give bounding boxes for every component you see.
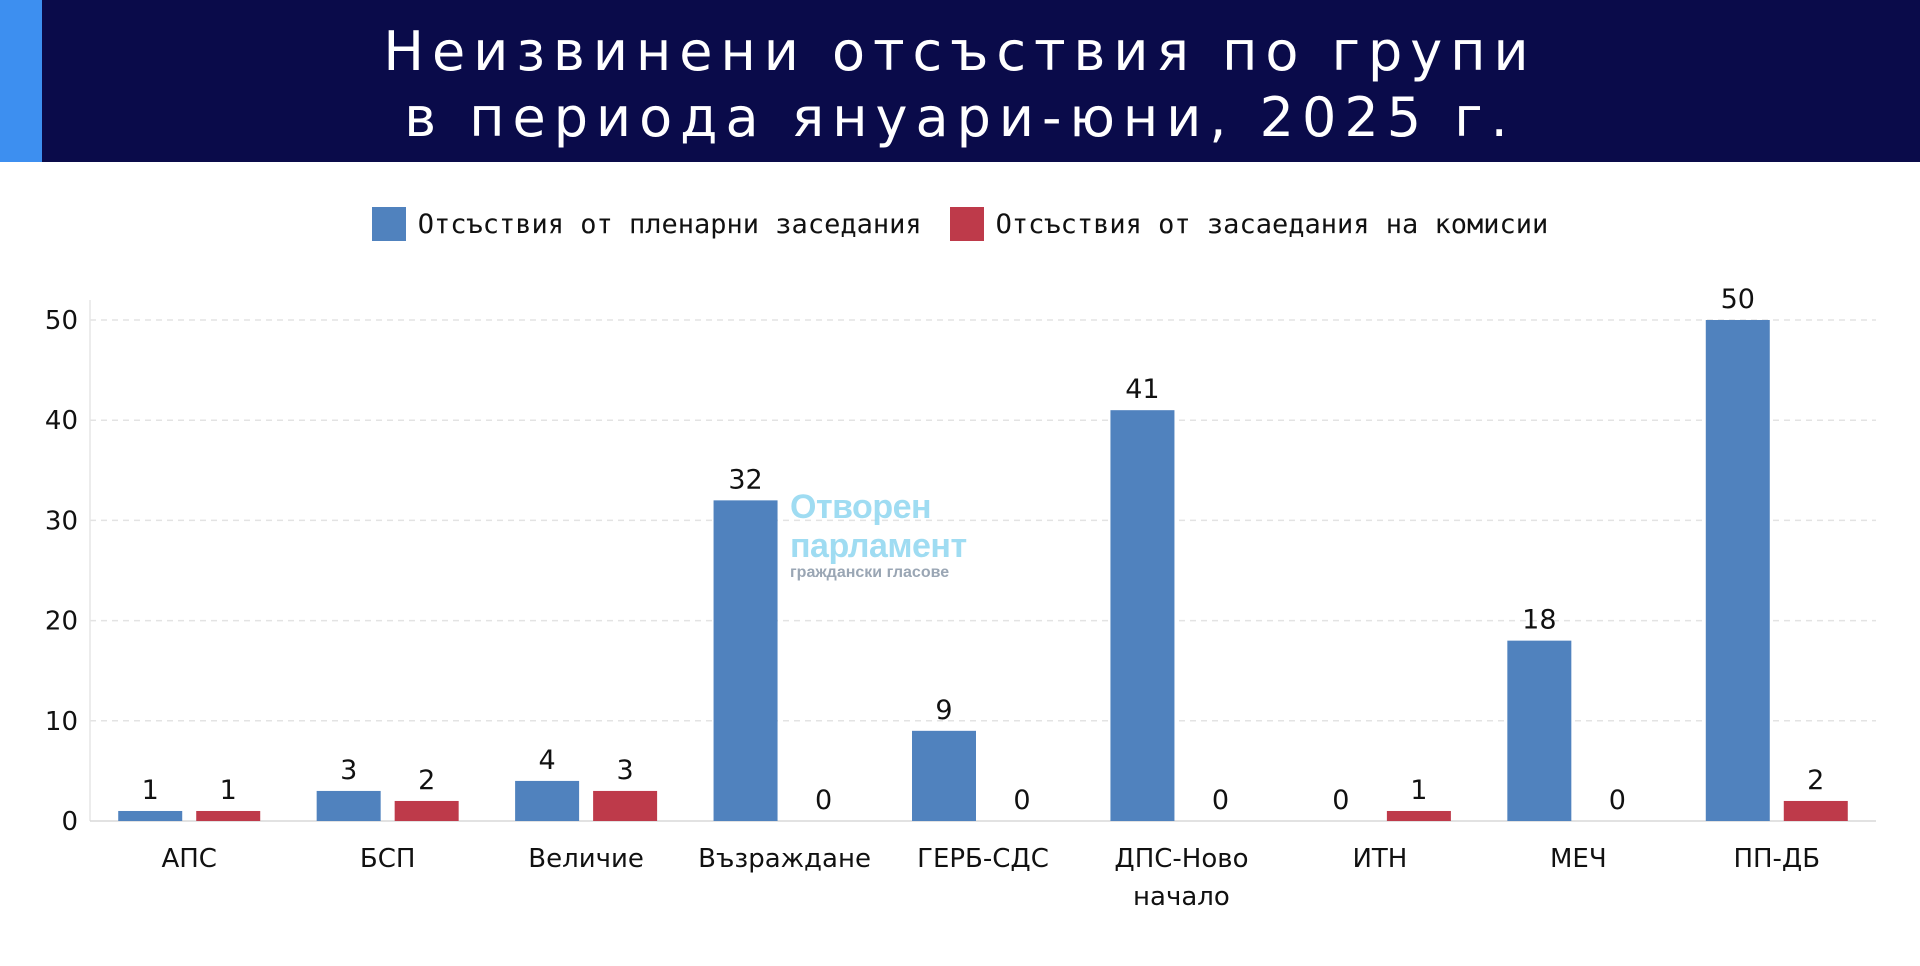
- data-label-plenary-1: 3: [340, 755, 357, 786]
- bar-committees-0: [196, 810, 261, 821]
- bar-plenary-8: [1705, 320, 1770, 821]
- data-label-plenary-7: 18: [1522, 605, 1556, 636]
- header-banner: Неизвинени отсъствия по групи в периода …: [0, 0, 1920, 162]
- legend-label-committees: Отсъствия от засаедания на комисии: [995, 208, 1549, 240]
- legend-swatch-plenary: [371, 207, 406, 241]
- x-tick-label-3: Възраждане: [698, 844, 871, 874]
- x-tick-label-1: БСП: [360, 844, 416, 874]
- bar-plenary-5: [1110, 410, 1175, 821]
- y-tick-label-50: 50: [45, 306, 78, 336]
- data-label-plenary-4: 9: [935, 695, 952, 726]
- bar-plenary-3: [713, 500, 778, 821]
- y-tick-label-10: 10: [45, 707, 78, 737]
- bar-committees-6: [1386, 810, 1451, 821]
- data-label-committees-7: 0: [1609, 785, 1626, 816]
- data-label-plenary-6: 0: [1332, 785, 1349, 816]
- bar-committees-2: [593, 790, 658, 821]
- legend-item-plenary: Отсъствия от пленарни заседания: [371, 207, 922, 241]
- y-tick-label-0: 0: [61, 807, 78, 837]
- x-tick-label-4: ГЕРБ-СДС: [917, 844, 1049, 874]
- legend-label-plenary: Отсъствия от пленарни заседания: [417, 208, 922, 240]
- data-label-plenary-2: 4: [539, 745, 556, 776]
- chart-title-line-2: в периода януари-юни, 2025 г.: [404, 86, 1516, 149]
- data-label-committees-1: 2: [418, 765, 435, 796]
- y-tick-label-30: 30: [45, 506, 78, 536]
- bar-plenary-4: [912, 730, 976, 821]
- data-label-committees-4: 0: [1013, 785, 1030, 816]
- x-tick-label-7: МЕЧ: [1550, 844, 1607, 874]
- data-label-plenary-0: 1: [142, 775, 159, 806]
- bar-committees-1: [394, 800, 459, 821]
- chart-legend: Отсъствия от пленарни заседания Отсъстви…: [0, 204, 1920, 244]
- data-label-committees-5: 0: [1212, 785, 1229, 816]
- x-tick-label-5: ДПС-Ново начало: [1114, 844, 1248, 912]
- data-label-plenary-8: 50: [1721, 284, 1755, 315]
- bar-committees-8: [1783, 800, 1848, 821]
- x-tick-label-8: ПП-ДБ: [1733, 844, 1820, 874]
- bar-plenary-7: [1507, 640, 1572, 821]
- data-label-plenary-3: 32: [728, 464, 762, 495]
- data-label-committees-2: 3: [617, 755, 634, 786]
- data-label-committees-3: 0: [815, 785, 832, 816]
- bar-plenary-1: [316, 790, 381, 821]
- bar-plenary-2: [515, 780, 580, 821]
- x-tick-label-0: АПС: [161, 844, 217, 874]
- legend-swatch-committees: [949, 207, 984, 241]
- legend-item-committees: Отсъствия от засаедания на комисии: [949, 207, 1549, 241]
- y-tick-label-20: 20: [45, 607, 78, 637]
- bar-plenary-0: [118, 810, 183, 821]
- data-label-committees-6: 1: [1410, 775, 1427, 806]
- data-label-plenary-5: 41: [1125, 374, 1159, 405]
- data-label-committees-0: 1: [220, 775, 237, 806]
- data-label-committees-8: 2: [1807, 765, 1824, 796]
- x-tick-label-2: Величие: [528, 844, 644, 874]
- header-accent-bar: [0, 0, 42, 162]
- y-tick-label-40: 40: [45, 406, 78, 436]
- chart-title-line-1: Неизвинени отсъствия по групи: [383, 20, 1537, 83]
- x-tick-label-6: ИТН: [1352, 844, 1407, 874]
